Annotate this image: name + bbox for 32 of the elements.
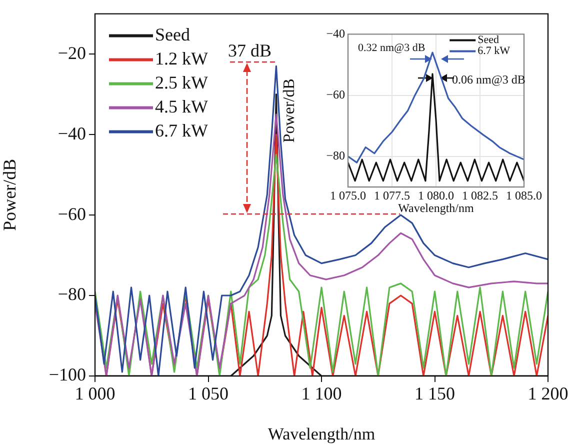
x-tick-label: 1 080.0	[418, 188, 454, 202]
legend-label: 4.5 kW	[155, 96, 208, 117]
legend-label: 2.5 kW	[155, 72, 208, 93]
legend-label: 6.7 kW	[155, 120, 208, 141]
x-axis-title: Wavelength/nm	[398, 200, 474, 215]
x-tick-label: 1 050	[188, 384, 228, 404]
x-tick-label: 1 077.5	[374, 188, 410, 202]
y-tick-label: −40	[58, 123, 86, 144]
annotation: 37 dB	[228, 40, 272, 61]
x-tick-label: 1 082.5	[462, 188, 498, 202]
y-tick-label: −20	[58, 42, 86, 63]
annotation: 0.06 nm@3 dB	[452, 72, 526, 86]
x-axis-title: Wavelength/nm	[268, 424, 376, 444]
y-tick-label: −80	[58, 284, 86, 304]
annotation: 0.32 nm@3 dB	[358, 42, 426, 54]
y-tick-label: −60	[326, 87, 345, 102]
legend-label: Seed	[155, 24, 190, 45]
legend-label: 6.7 kW	[478, 45, 511, 58]
y-tick-label: −40	[326, 26, 345, 40]
x-tick-label: 1 075.0	[330, 188, 366, 202]
legend-label: 1.2 kW	[155, 48, 208, 69]
legend-label: Seed	[478, 34, 500, 46]
x-tick-label: 1 150	[414, 384, 455, 404]
y-tick-label: −80	[326, 148, 345, 163]
x-tick-label: 1 085.0	[506, 188, 542, 202]
x-tick-label: 1 100	[301, 384, 342, 404]
x-tick-label: 1 000	[74, 384, 116, 404]
x-tick-label: 1 200	[528, 384, 568, 404]
y-axis-title: Power/dB	[0, 158, 20, 231]
y-tick-label: −100	[48, 364, 86, 385]
y-tick-label: −60	[58, 204, 86, 224]
y-axis-title: Power/dB	[280, 78, 298, 143]
